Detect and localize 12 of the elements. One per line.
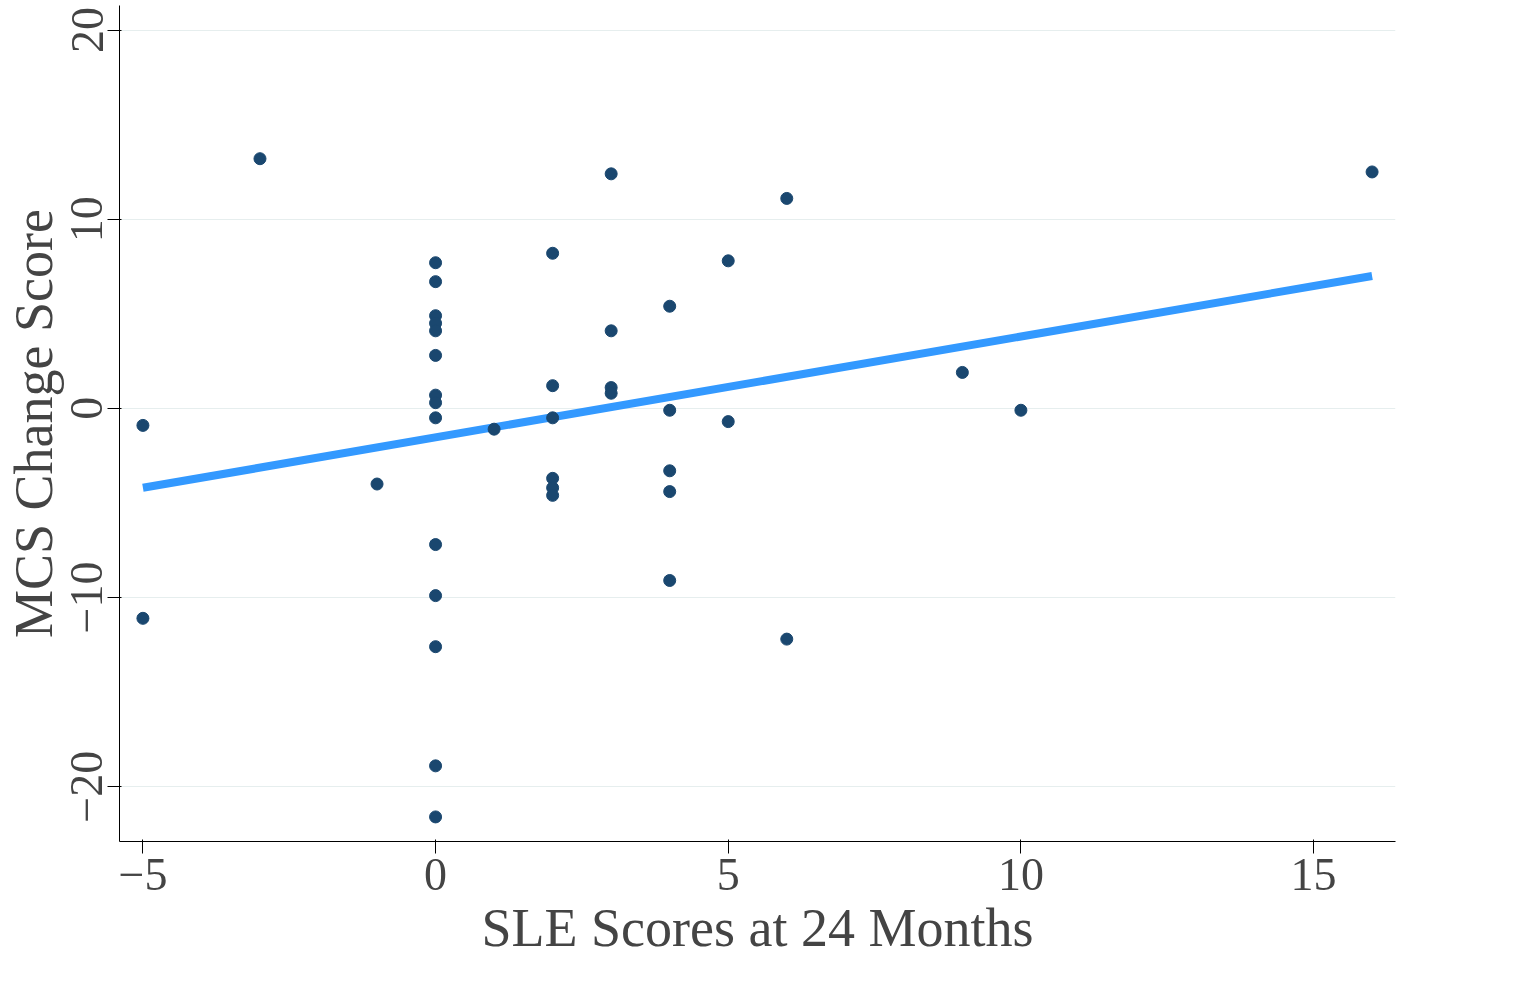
y-tick-label: 10 [61,196,113,243]
y-tick-label: 0 [61,396,113,420]
y-axis-title: MCS Change Score [3,209,64,638]
x-tick-label: 15 [1290,848,1337,900]
x-tick-label: 0 [424,848,448,900]
x-tick-label: 5 [716,848,740,900]
x-tick-label: −5 [118,848,168,900]
x-axis-title: SLE Scores at 24 Months [481,897,1034,958]
y-tick-label: −10 [61,561,113,634]
x-tick-label: 10 [997,848,1044,900]
y-tick-label: −20 [61,750,113,823]
y-tick-label: 20 [61,7,113,54]
